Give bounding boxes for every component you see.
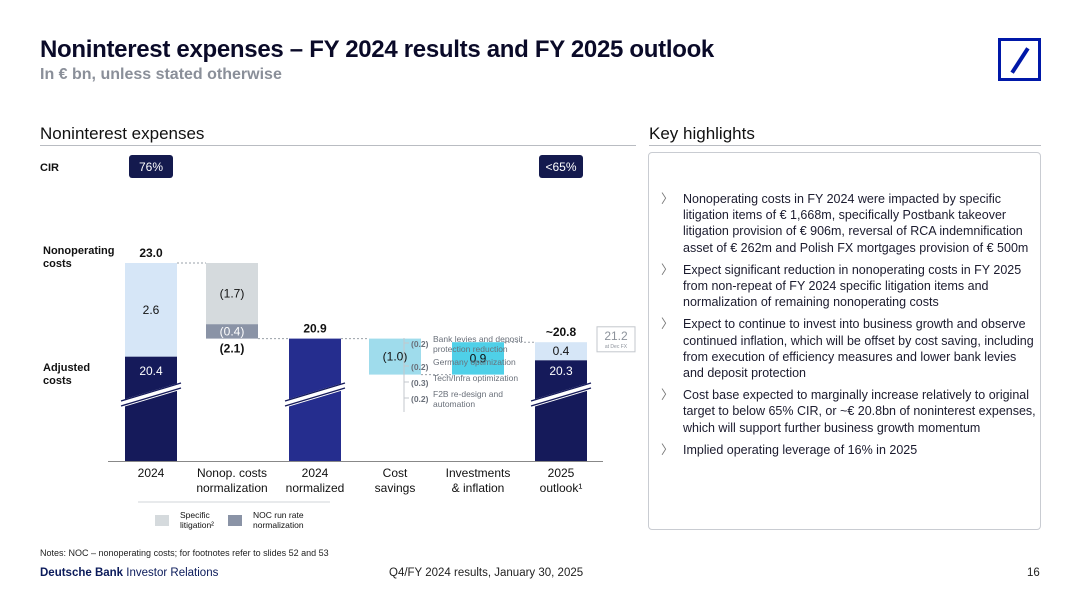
axis-break-line	[120, 382, 182, 402]
bar-2024-adjusted-label: 20.4	[139, 364, 163, 378]
breakdown-label: Tech/Infra optimization	[433, 373, 518, 383]
bar-2025-adjusted	[535, 360, 587, 461]
bar-cost-savings	[369, 338, 421, 375]
bar-2025-nonoperating	[535, 342, 587, 361]
axis-break-line	[530, 382, 592, 402]
fx-reference-box	[596, 326, 636, 353]
category-label: Nonop. costs	[197, 466, 267, 480]
legend-label: litigation²	[180, 520, 214, 530]
breakdown-label: F2B re-design and	[433, 389, 503, 399]
chevron-right-icon: 〉	[661, 388, 674, 403]
breakdown-value: (0.2)	[411, 339, 429, 349]
category-label: 2024	[138, 466, 165, 480]
key-highlights-list: 〉 Nonoperating costs in FY 2024 were impa…	[661, 191, 1037, 464]
category-label: 2025	[548, 466, 575, 480]
legend-swatch	[228, 515, 242, 526]
bar-normalization-total-label: (2.1)	[220, 342, 245, 356]
bar-2024-total-label: 23.0	[139, 246, 163, 260]
breakdown-value: (0.2)	[411, 362, 429, 372]
footer-brand: Deutsche Bank Investor Relations	[40, 567, 218, 579]
bar-2025-nonoperating-label: 0.4	[553, 344, 570, 358]
footer-date: Q4/FY 2024 results, January 30, 2025	[389, 567, 584, 579]
chevron-right-icon: 〉	[661, 317, 674, 332]
breakdown-value: (0.2)	[411, 394, 429, 404]
key-highlights-box	[648, 152, 1041, 530]
highlight-text: Cost base expected to marginally increas…	[683, 388, 1036, 435]
axis-break-mark	[529, 382, 593, 408]
axis-break-mark	[283, 382, 347, 408]
category-label: outlook¹	[540, 481, 583, 495]
legend-label: Specific	[180, 510, 211, 520]
axis-break-line	[530, 387, 592, 407]
bar-2024-normalized-label: 20.9	[303, 322, 327, 336]
breakdown-label: automation	[433, 399, 475, 409]
highlight-text: Nonoperating costs in FY 2024 were impac…	[683, 192, 1029, 255]
bar-normalization-noc	[206, 324, 258, 339]
fx-reference-value: 21.2	[604, 329, 628, 343]
highlight-item: 〉 Expect to continue to invest into busin…	[661, 316, 1037, 381]
cir-row-label: CIR	[40, 162, 59, 174]
left-section-title: Noninterest expenses	[40, 124, 205, 143]
highlight-item: 〉 Expect significant reduction in nonoper…	[661, 262, 1037, 311]
category-label: Investments	[446, 466, 511, 480]
highlight-item: 〉 Cost base expected to marginally increa…	[661, 387, 1037, 436]
right-section-title: Key highlights	[649, 124, 755, 143]
legend-label: normalization	[253, 520, 304, 530]
axis-break-line	[284, 382, 346, 402]
breakdown-label: Germany optimization	[433, 357, 516, 367]
axis-break-mark	[119, 382, 183, 408]
highlight-text: Expect to continue to invest into busine…	[683, 317, 1034, 381]
nonoperating-row-label: costs	[43, 258, 72, 270]
breakdown-value: (0.3)	[411, 378, 429, 388]
bar-2025-adjusted-label: 20.3	[549, 364, 573, 378]
fx-reference-note: at Dec FX	[605, 344, 628, 350]
right-section-divider	[649, 145, 1041, 146]
legend-swatch	[155, 515, 169, 526]
highlight-text: Expect significant reduction in nonopera…	[683, 262, 1022, 310]
adjusted-row-label: costs	[43, 375, 72, 387]
page-subtitle: In € bn, unless stated otherwise	[40, 66, 282, 83]
legend-label: NOC run rate	[253, 510, 304, 520]
bar-normalization-litigation	[206, 263, 258, 325]
category-label: Cost	[383, 466, 408, 480]
adjusted-row-label: Adjusted	[43, 362, 90, 374]
left-section-divider	[40, 145, 636, 146]
deutsche-bank-logo-icon	[998, 38, 1041, 81]
category-label: savings	[375, 481, 416, 495]
category-label: 2024	[302, 466, 329, 480]
category-label: normalization	[196, 481, 267, 495]
page-number: 16	[1027, 567, 1040, 579]
footer-brand-name: Deutsche Bank	[40, 567, 124, 579]
cir-badge	[539, 155, 583, 178]
nonoperating-row-label: Nonoperating	[43, 245, 115, 257]
bar-2024-nonoperating	[125, 263, 177, 357]
cir-badge-label: 76%	[139, 160, 163, 174]
highlight-text: Implied operating leverage of 16% in 202…	[683, 442, 918, 457]
chevron-right-icon: 〉	[661, 442, 674, 457]
highlight-item: 〉 Nonoperating costs in FY 2024 were impa…	[661, 191, 1037, 256]
category-label: normalized	[286, 481, 345, 495]
bar-2025-total-label: ~20.8	[546, 325, 577, 339]
footer-brand-suffix: Investor Relations	[123, 567, 219, 579]
page-title: Noninterest expenses – FY 2024 results a…	[40, 36, 714, 63]
cir-badge-label: <65%	[545, 160, 576, 174]
axis-break-line	[120, 387, 182, 407]
breakdown-label: protection reduction	[433, 344, 508, 354]
chevron-right-icon: 〉	[661, 262, 674, 277]
bar-2024-adjusted	[125, 356, 177, 461]
bar-2024-nonoperating-label: 2.6	[143, 303, 160, 317]
axis-break-line	[284, 387, 346, 407]
breakdown-label: Bank levies and deposit	[433, 334, 523, 344]
category-label: & inflation	[452, 481, 505, 495]
bar-investments-label: 0.9	[470, 351, 487, 365]
highlight-item: 〉 Implied operating leverage of 16% in 20…	[661, 442, 1037, 458]
chevron-right-icon: 〉	[661, 192, 674, 206]
bar-cost-savings-label: (1.0)	[383, 350, 408, 364]
bar-normalization-noc-label: (0.4)	[220, 324, 245, 338]
cir-badge	[129, 155, 173, 178]
bar-investments	[452, 342, 504, 375]
bar-normalization-litigation-label: (1.7)	[220, 287, 245, 301]
notes: Notes: NOC – nonoperating costs; for foo…	[40, 548, 329, 558]
